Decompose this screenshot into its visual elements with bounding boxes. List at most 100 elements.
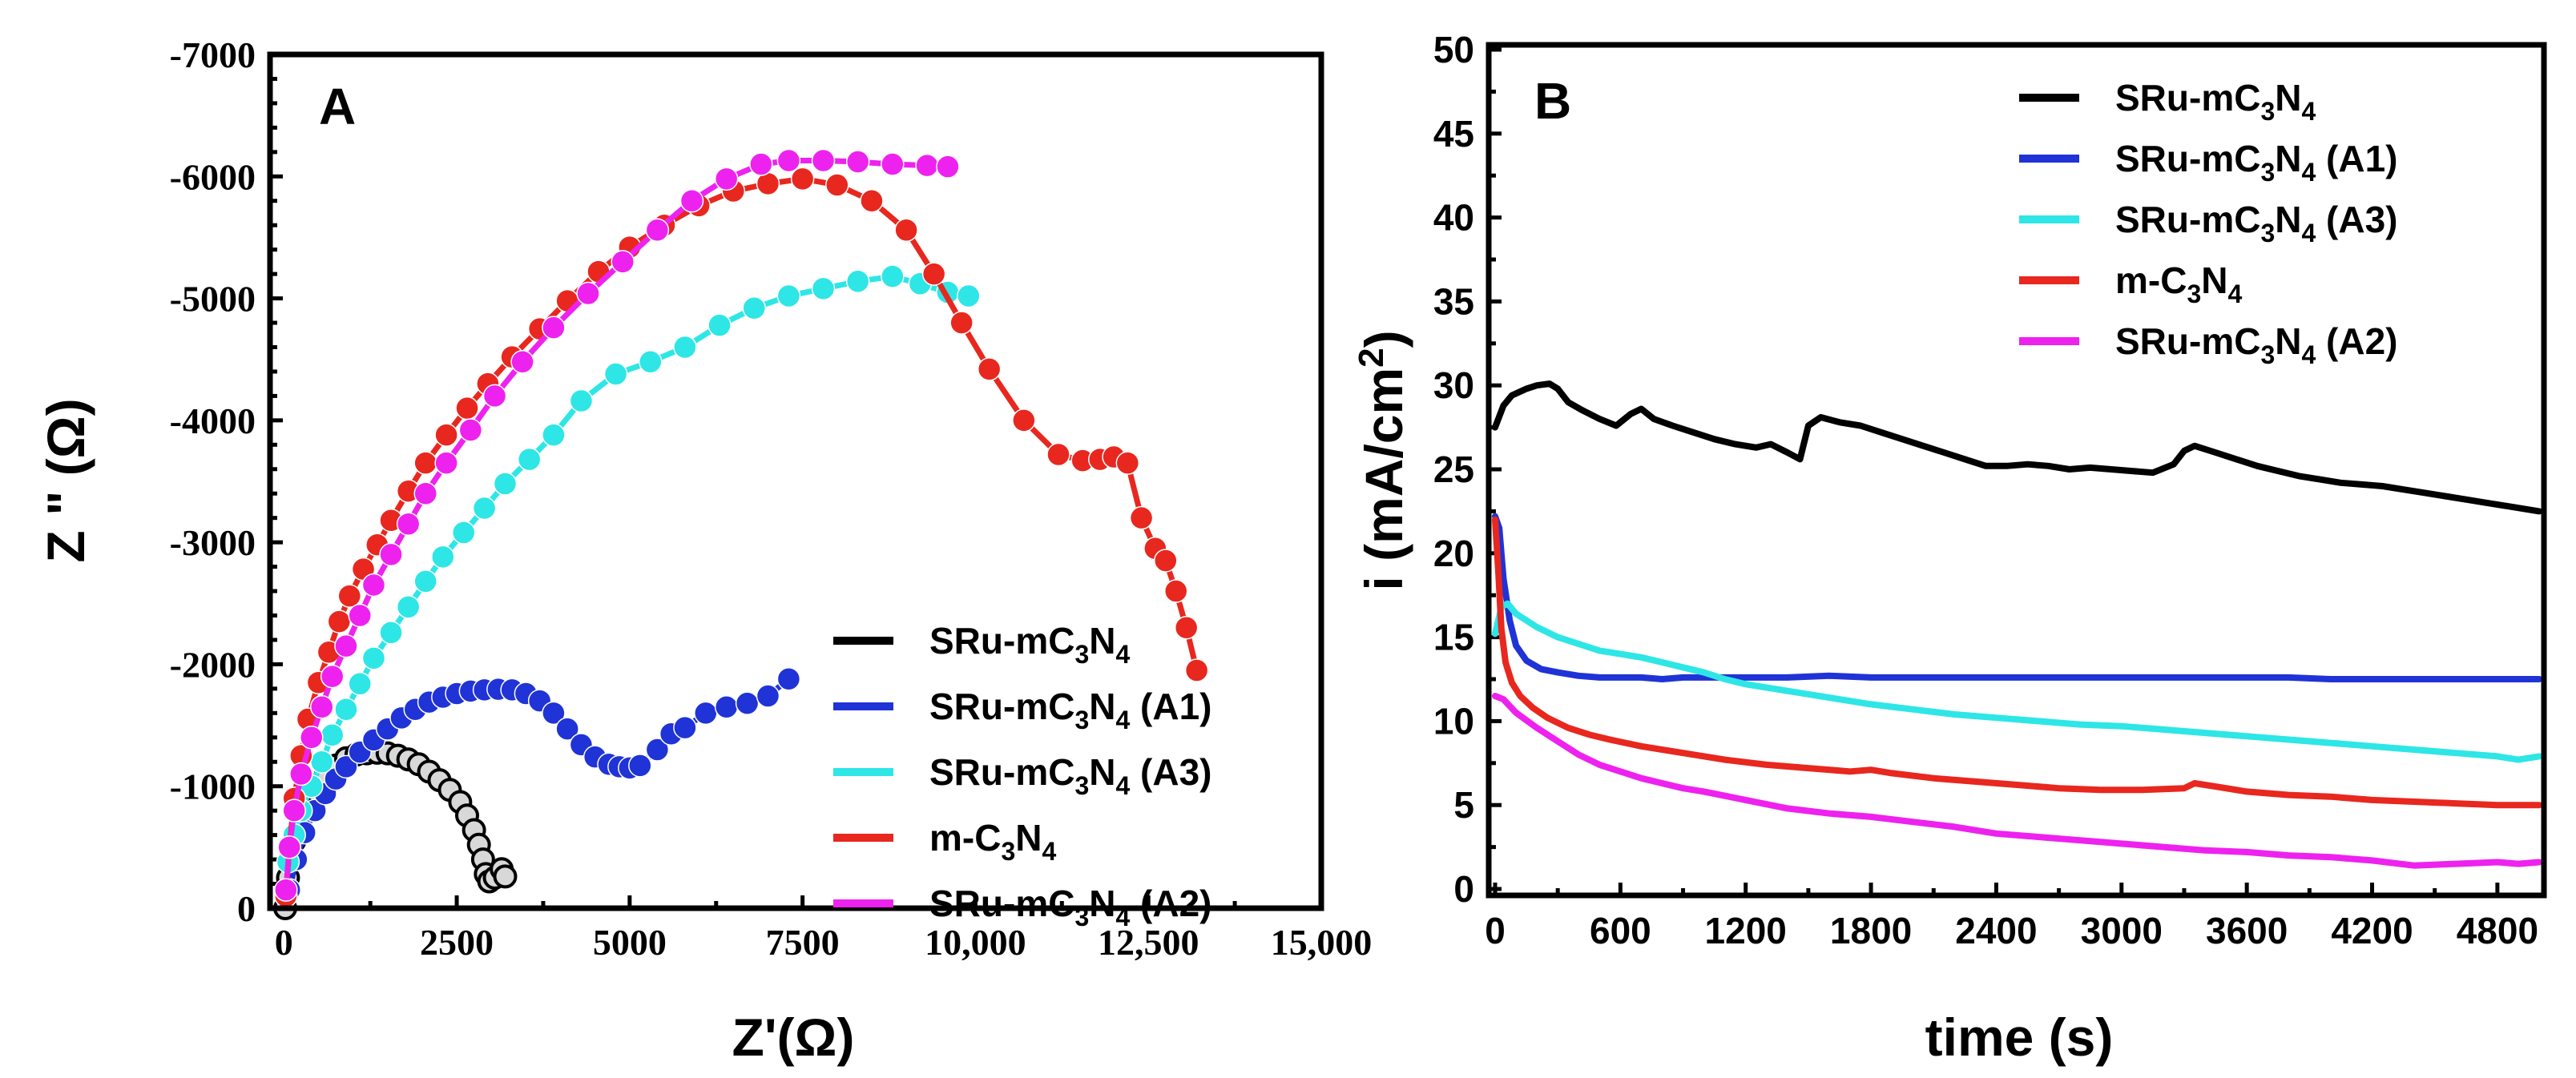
- panel-b-series-line-3: [1492, 516, 2542, 809]
- panel-a-point: [825, 173, 849, 197]
- panel-a-point: [455, 396, 479, 420]
- panel-b-ytick-label: 50: [1433, 29, 1474, 70]
- panel-a-point: [327, 609, 352, 634]
- panel-a-point: [569, 388, 594, 413]
- panel-a-frame: [267, 51, 1324, 911]
- legend-label: SRu-mC3N4 (A1): [2115, 138, 2398, 187]
- legend-label: SRu-mC3N4 (A3): [929, 751, 1212, 800]
- panel-b-ytick-label: 20: [1433, 533, 1474, 574]
- panel-a-point: [957, 284, 981, 308]
- panel-a-point: [289, 762, 313, 786]
- panel-a-point: [645, 218, 670, 243]
- panel-a-point: [472, 496, 497, 521]
- panel-a-point: [413, 451, 437, 475]
- legend-label-mid: N: [2201, 259, 2227, 301]
- panel-a-point: [277, 835, 301, 859]
- panel-b-xtick-label: 1800: [1830, 910, 1912, 951]
- panel-a-point: [1154, 549, 1178, 573]
- panel-a-point: [334, 754, 358, 779]
- legend-label-label: m-C: [929, 817, 1001, 859]
- legend-label: SRu-mC3N4 (A2): [2115, 320, 2398, 369]
- legend-label-sub1: 3: [1001, 837, 1015, 866]
- panel-a-point: [1115, 451, 1140, 475]
- panel-a-series: [272, 148, 1209, 920]
- panel-b-xtick-label: 1200: [1705, 910, 1787, 951]
- panel-a-point: [320, 723, 345, 747]
- panel-a-xtick-label: 5000: [593, 922, 667, 963]
- panel-b-ytick-label: 35: [1433, 280, 1474, 322]
- legend-label: SRu-mC3N4: [2115, 77, 2316, 126]
- panel-a-point: [603, 362, 628, 386]
- panel-a-point: [274, 878, 298, 902]
- legend-label-mid: N: [1089, 620, 1115, 662]
- panel-a-point: [881, 264, 905, 288]
- panel-a-ylabel: Z " (Ω): [36, 398, 95, 562]
- panel-a-point: [348, 603, 372, 628]
- panel-b-letter: B: [1534, 72, 1571, 130]
- panel-b-ylabel: i (mA/cm2): [1352, 330, 1413, 590]
- panel-a-point: [694, 701, 718, 726]
- panel-a-point: [776, 284, 801, 308]
- panel-b-xlabel: time (s): [1925, 1008, 2114, 1067]
- panel-a-point: [679, 188, 704, 213]
- legend-label-mid: N: [1015, 817, 1042, 859]
- panel-a-point: [413, 481, 437, 505]
- panel-a-point: [742, 296, 766, 320]
- panel-a-ytick-label: -1000: [170, 766, 256, 807]
- legend-label-sub1: 3: [1074, 706, 1089, 734]
- legend-label: SRu-mC3N4 (A2): [929, 883, 1212, 931]
- panel-a-ytick-label: 0: [237, 888, 256, 929]
- panel-b-series-line-2: [1492, 600, 2542, 763]
- legend-label-suffix: (A3): [1130, 751, 1211, 793]
- panel-a-point: [396, 595, 421, 619]
- panel-b-ylabel-sup: 2: [1352, 348, 1391, 367]
- legend-label-sub2: 4: [2301, 158, 2316, 187]
- panel-a-point: [309, 750, 334, 774]
- panel-a-point: [542, 701, 566, 726]
- panel-a-ytick-label: -2000: [170, 644, 256, 685]
- panel-a-point: [542, 423, 566, 447]
- legend-label-label: SRu-mC: [2115, 77, 2260, 119]
- panel-a-point: [921, 262, 946, 286]
- panel-b-ylabel-end: ): [1354, 330, 1413, 348]
- legend-label-sub2: 4: [1115, 903, 1130, 931]
- legend-label-mid: N: [1089, 751, 1115, 793]
- panel-a-letter: A: [319, 78, 356, 135]
- panel-a-point: [628, 754, 652, 778]
- panel-a-point: [638, 350, 663, 374]
- legend-label-mid: N: [1089, 686, 1115, 727]
- panel-a-point: [337, 584, 362, 608]
- panel-a-point: [949, 311, 974, 335]
- legend-label-label: SRu-mC: [929, 686, 1074, 727]
- panel-b-xtick-label: 2400: [1955, 910, 2037, 951]
- legend-label-sub2: 4: [1115, 640, 1130, 669]
- panel-b-ytick-label: 40: [1433, 197, 1474, 239]
- panel-a-point: [845, 269, 870, 294]
- panel-a-xtick-label: 15,000: [1271, 922, 1373, 963]
- legend-label-label: SRu-mC: [2115, 199, 2260, 240]
- panel-a-xtick-label: 0: [275, 922, 293, 963]
- panel-a-point: [756, 684, 780, 708]
- panel-a-point: [320, 664, 345, 689]
- legend-label-sub1: 3: [2260, 340, 2275, 369]
- panel-a-point: [334, 634, 358, 658]
- panel-b-xtick-label: 3600: [2206, 910, 2288, 951]
- panel-a-point: [510, 350, 534, 374]
- panel-a-point: [1184, 658, 1209, 682]
- panel-a-point: [348, 672, 372, 696]
- panel-a-point: [542, 316, 566, 340]
- panel-a-point: [493, 864, 518, 889]
- panel-b-ytick-label: 0: [1453, 868, 1474, 910]
- panel-a-series-1: [277, 666, 801, 902]
- panel-b-ytick-label: 30: [1433, 364, 1474, 406]
- panel-b-ytick-label: 5: [1453, 784, 1474, 826]
- panel-a-series-4: [274, 148, 960, 902]
- legend-label: m-C3N4: [929, 817, 1056, 866]
- legend-label-label: SRu-mC: [2115, 138, 2260, 179]
- legend-label-suffix: (A3): [2316, 199, 2397, 240]
- legend-label-label: SRu-mC: [2115, 320, 2260, 362]
- panel-a-point: [431, 545, 455, 569]
